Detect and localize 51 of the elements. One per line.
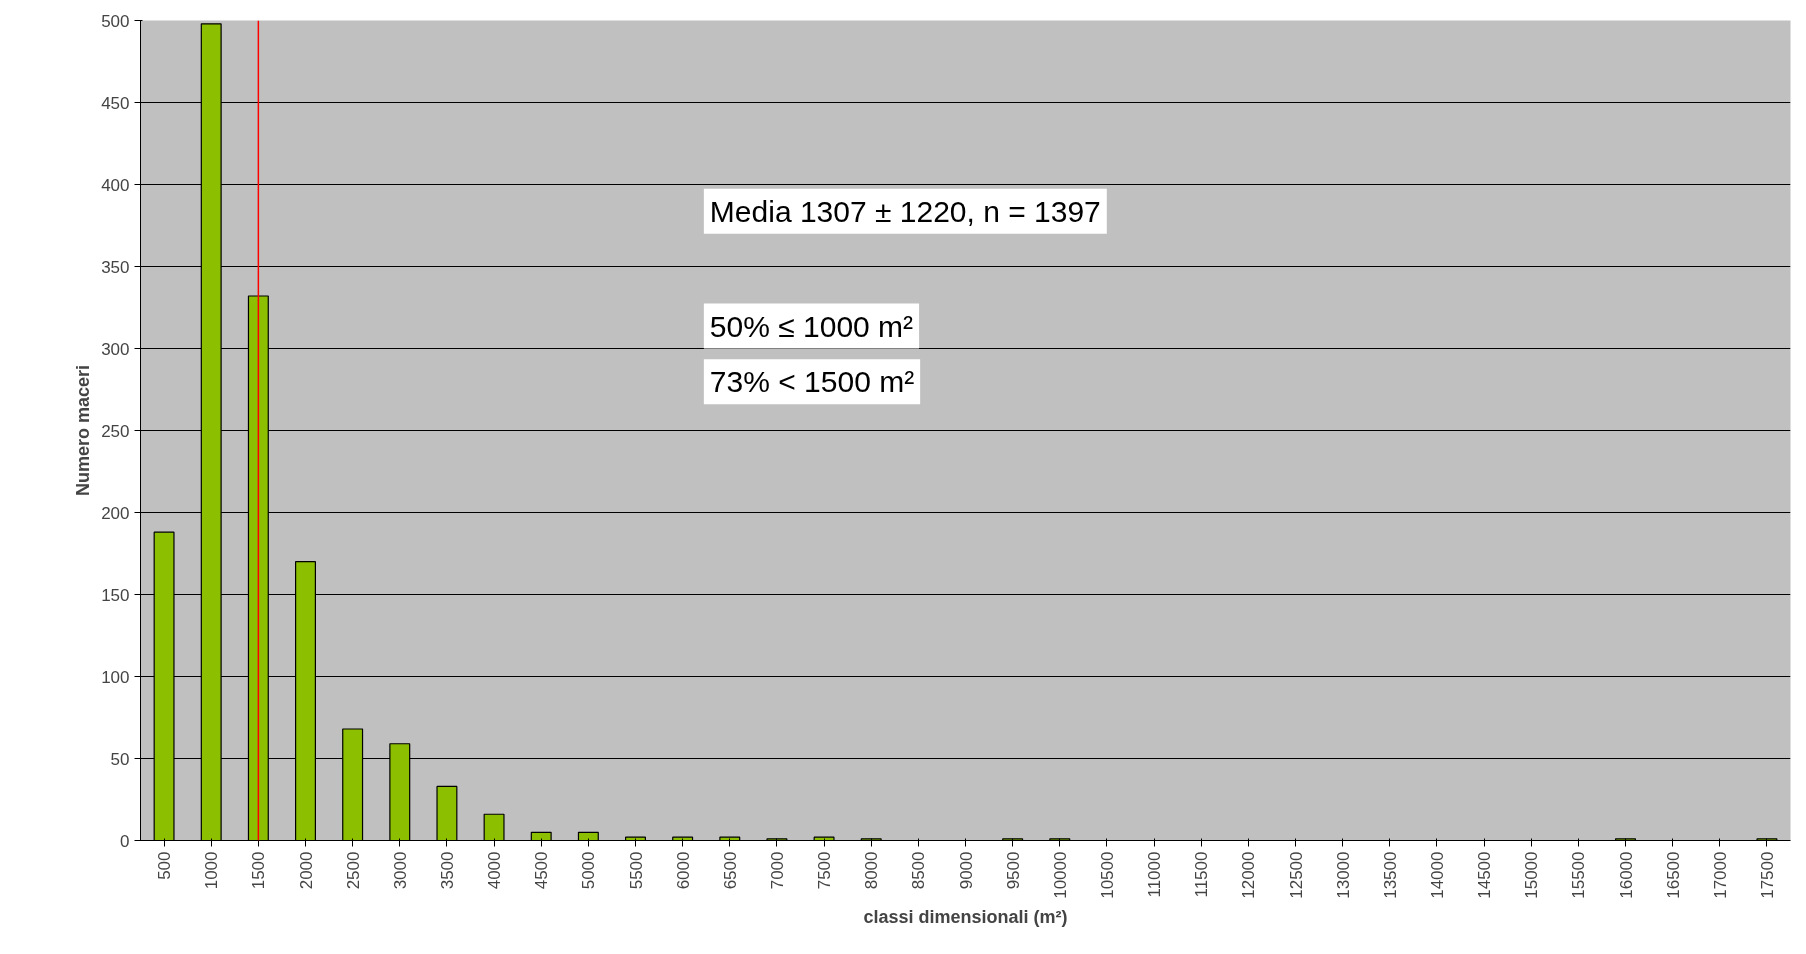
- x-tick-label: 16500: [1663, 851, 1683, 899]
- x-tick-label: 10500: [1097, 851, 1117, 899]
- y-tick-label: 200: [101, 503, 130, 523]
- x-tick-label: 2500: [343, 851, 363, 890]
- y-tick-label: 50: [110, 749, 130, 769]
- y-tick-label: 100: [101, 667, 130, 687]
- annotation: 50% ≤ 1000 m²: [709, 309, 914, 343]
- x-tick-label: 11500: [1192, 851, 1212, 898]
- y-tick-label: 300: [101, 339, 130, 359]
- annotation: Media 1307 ± 1220, n = 1397: [709, 194, 1101, 228]
- x-tick-label: 9000: [956, 851, 976, 890]
- y-tick-label: 150: [101, 585, 130, 605]
- x-tick-label: 1500: [249, 851, 269, 890]
- x-tick-label: 3000: [390, 851, 410, 890]
- x-tick-label: 13500: [1380, 851, 1400, 899]
- x-tick-label: 15000: [1522, 851, 1542, 899]
- x-tick-label: 5500: [626, 851, 646, 890]
- x-tick-label: 17000: [1710, 851, 1730, 899]
- x-tick-label: 15500: [1569, 851, 1589, 899]
- x-tick-label: 8500: [909, 851, 929, 890]
- x-tick-label: 6500: [720, 851, 740, 890]
- x-tick-label: 14000: [1427, 851, 1447, 899]
- x-tick-label: 13000: [1333, 851, 1353, 899]
- x-tick-label: 12500: [1286, 851, 1306, 899]
- x-tick-label: 500: [155, 851, 175, 880]
- y-axis-title: Numero maceri: [73, 364, 94, 497]
- x-tick-label: 14500: [1475, 851, 1495, 899]
- x-axis-title: classi dimensionali (m²): [863, 906, 1068, 927]
- x-tick-label: 11000: [1145, 851, 1165, 898]
- y-tick-label: 500: [101, 11, 130, 31]
- x-tick-label: 5000: [579, 851, 599, 890]
- x-tick-label: 1000: [202, 851, 222, 890]
- x-tick-label: 10000: [1050, 851, 1070, 899]
- x-tick-label: 3500: [437, 851, 457, 890]
- x-tick-label: 2000: [296, 851, 316, 890]
- x-tick-label: 8000: [862, 851, 882, 890]
- x-tick-label: 6000: [673, 851, 693, 890]
- x-tick-label: 4500: [532, 851, 552, 890]
- annotation: 73% < 1500 m²: [709, 365, 915, 399]
- x-tick-label: 7500: [815, 851, 835, 890]
- y-tick-label: 400: [101, 175, 130, 195]
- x-tick-label: 9500: [1003, 851, 1023, 890]
- y-tick-label: 250: [101, 421, 130, 441]
- x-tick-label: 17500: [1757, 851, 1777, 899]
- y-tick-label: 350: [101, 257, 130, 277]
- x-tick-label: 4000: [485, 851, 505, 890]
- x-tick-label: 16000: [1616, 851, 1636, 899]
- y-tick-label: 450: [101, 93, 130, 113]
- x-tick-label: 12000: [1239, 851, 1259, 899]
- y-tick-label: 0: [120, 831, 130, 851]
- x-tick-label: 7000: [767, 851, 787, 890]
